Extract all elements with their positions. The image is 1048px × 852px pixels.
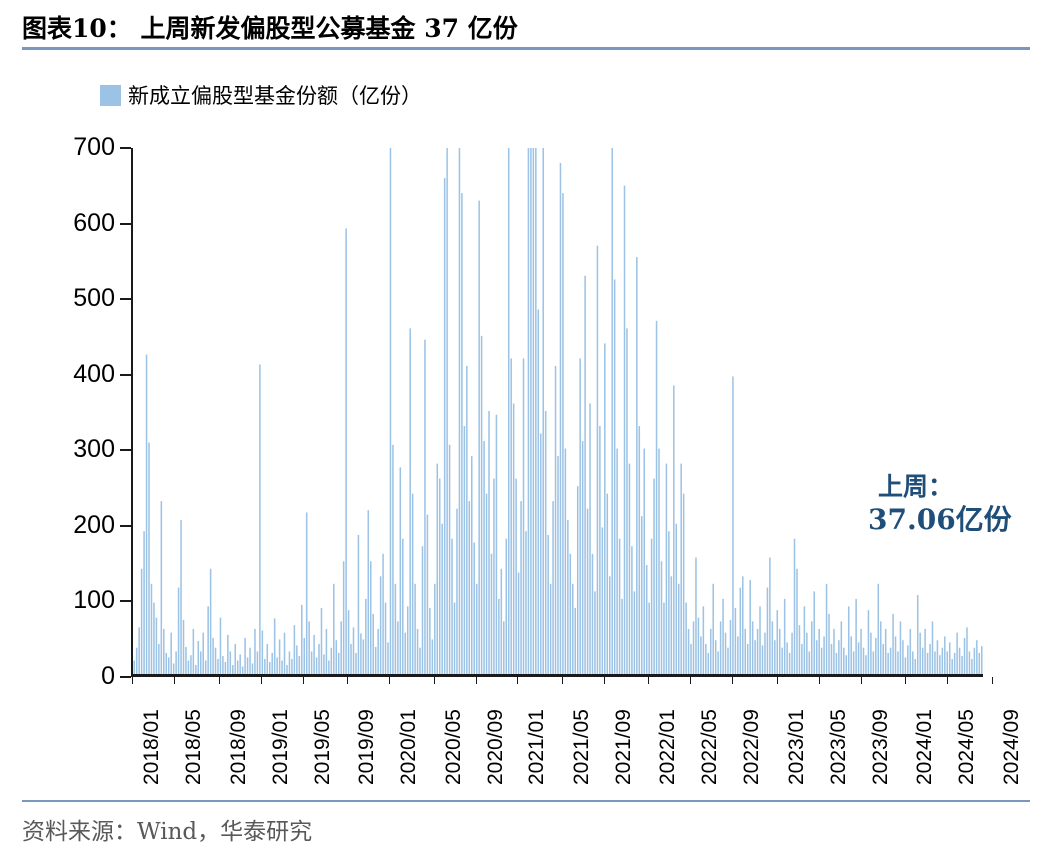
bar-chart: 0 100 200 300 400 500 600 700 2018/01 2018/05 201… [0,120,1048,790]
x-tick-mark [690,677,692,684]
annotation-line-1: 上周： [878,472,954,501]
x-tick-label: 2021/05 [569,709,593,785]
x-tick-label: 2022/09 [740,709,764,785]
x-tick-mark [603,677,605,684]
y-tick-label: 0 [101,662,115,690]
annotation-line-2: 37.06亿份 [868,502,1012,536]
y-tick-label: 700 [73,133,115,161]
source-note: 资料来源：Wind，华泰研究 [22,819,313,845]
x-tick-label: 2020/05 [441,709,465,785]
x-tick-label: 2023/01 [784,709,808,785]
x-tick-label: 2019/05 [310,709,334,785]
y-tick-mark [120,298,131,301]
page-title: 图表10： 上周新发偏股型公募基金 37 亿份 [22,14,518,43]
footer-divider [22,800,1030,802]
legend-swatch-icon [100,84,121,106]
x-tick-label: 2018/01 [140,709,164,785]
y-tick-label: 300 [73,435,115,464]
x-tick-mark [561,677,563,684]
x-tick-label: 2023/05 [826,709,850,785]
x-tick-label: 2024/01 [913,709,937,785]
x-tick-label: 2019/01 [268,709,292,785]
y-tick-mark [120,676,131,678]
x-tick-mark [648,677,650,684]
x-tick-mark [475,677,477,684]
x-tick-mark [174,677,176,684]
x-tick-mark [517,677,519,684]
last-week-annotation: 上周： 37.06亿份 [868,472,1012,537]
x-tick-mark [389,677,391,684]
x-tick-mark [860,677,862,684]
y-tick-label: 100 [73,586,115,615]
x-tick-label: 2019/09 [355,709,379,785]
x-tick-mark [905,677,907,684]
x-tick-label: 2020/09 [483,709,507,785]
bar-series [133,148,983,674]
x-tick-label: 2023/09 [868,709,892,785]
x-tick-mark [132,677,134,684]
y-tick-mark [120,222,131,225]
x-tick-mark [260,677,262,684]
x-tick-label: 2018/09 [226,709,250,785]
x-tick-mark [947,677,949,684]
x-tick-label: 2020/01 [397,709,421,785]
y-tick-label: 200 [73,510,115,539]
x-tick-mark [776,677,778,684]
x-tick-mark [732,677,734,684]
x-tick-mark [218,677,220,684]
y-tick-mark [120,373,131,376]
x-tick-label: 2021/09 [611,709,635,785]
legend-label: 新成立偏股型基金份额（亿份） [128,84,422,108]
y-tick-label: 400 [73,359,115,388]
chart-header: 图表10： 上周新发偏股型公募基金 37 亿份 [0,0,1048,58]
y-tick-label: 600 [73,208,115,237]
x-tick-label: 2022/01 [656,709,680,785]
y-tick-mark [120,600,131,603]
y-tick-label: 500 [73,284,115,313]
x-tick-label: 2018/05 [182,709,206,785]
x-tick-mark [991,677,993,684]
x-tick-mark [347,677,349,684]
x-tick-mark [818,677,820,684]
y-tick-mark [120,524,131,527]
title-divider [22,47,1030,50]
y-tick-mark [120,147,131,149]
plot-area [131,148,983,677]
x-tick-label: 2024/05 [955,709,979,785]
x-tick-mark [433,677,435,684]
x-tick-label: 2021/01 [525,709,549,785]
x-tick-label: 2024/09 [999,709,1023,785]
y-tick-mark [120,449,131,452]
x-tick-label: 2022/05 [698,709,722,785]
chart-legend: 新成立偏股型基金份额（亿份） [100,80,422,110]
x-tick-mark [302,677,304,684]
